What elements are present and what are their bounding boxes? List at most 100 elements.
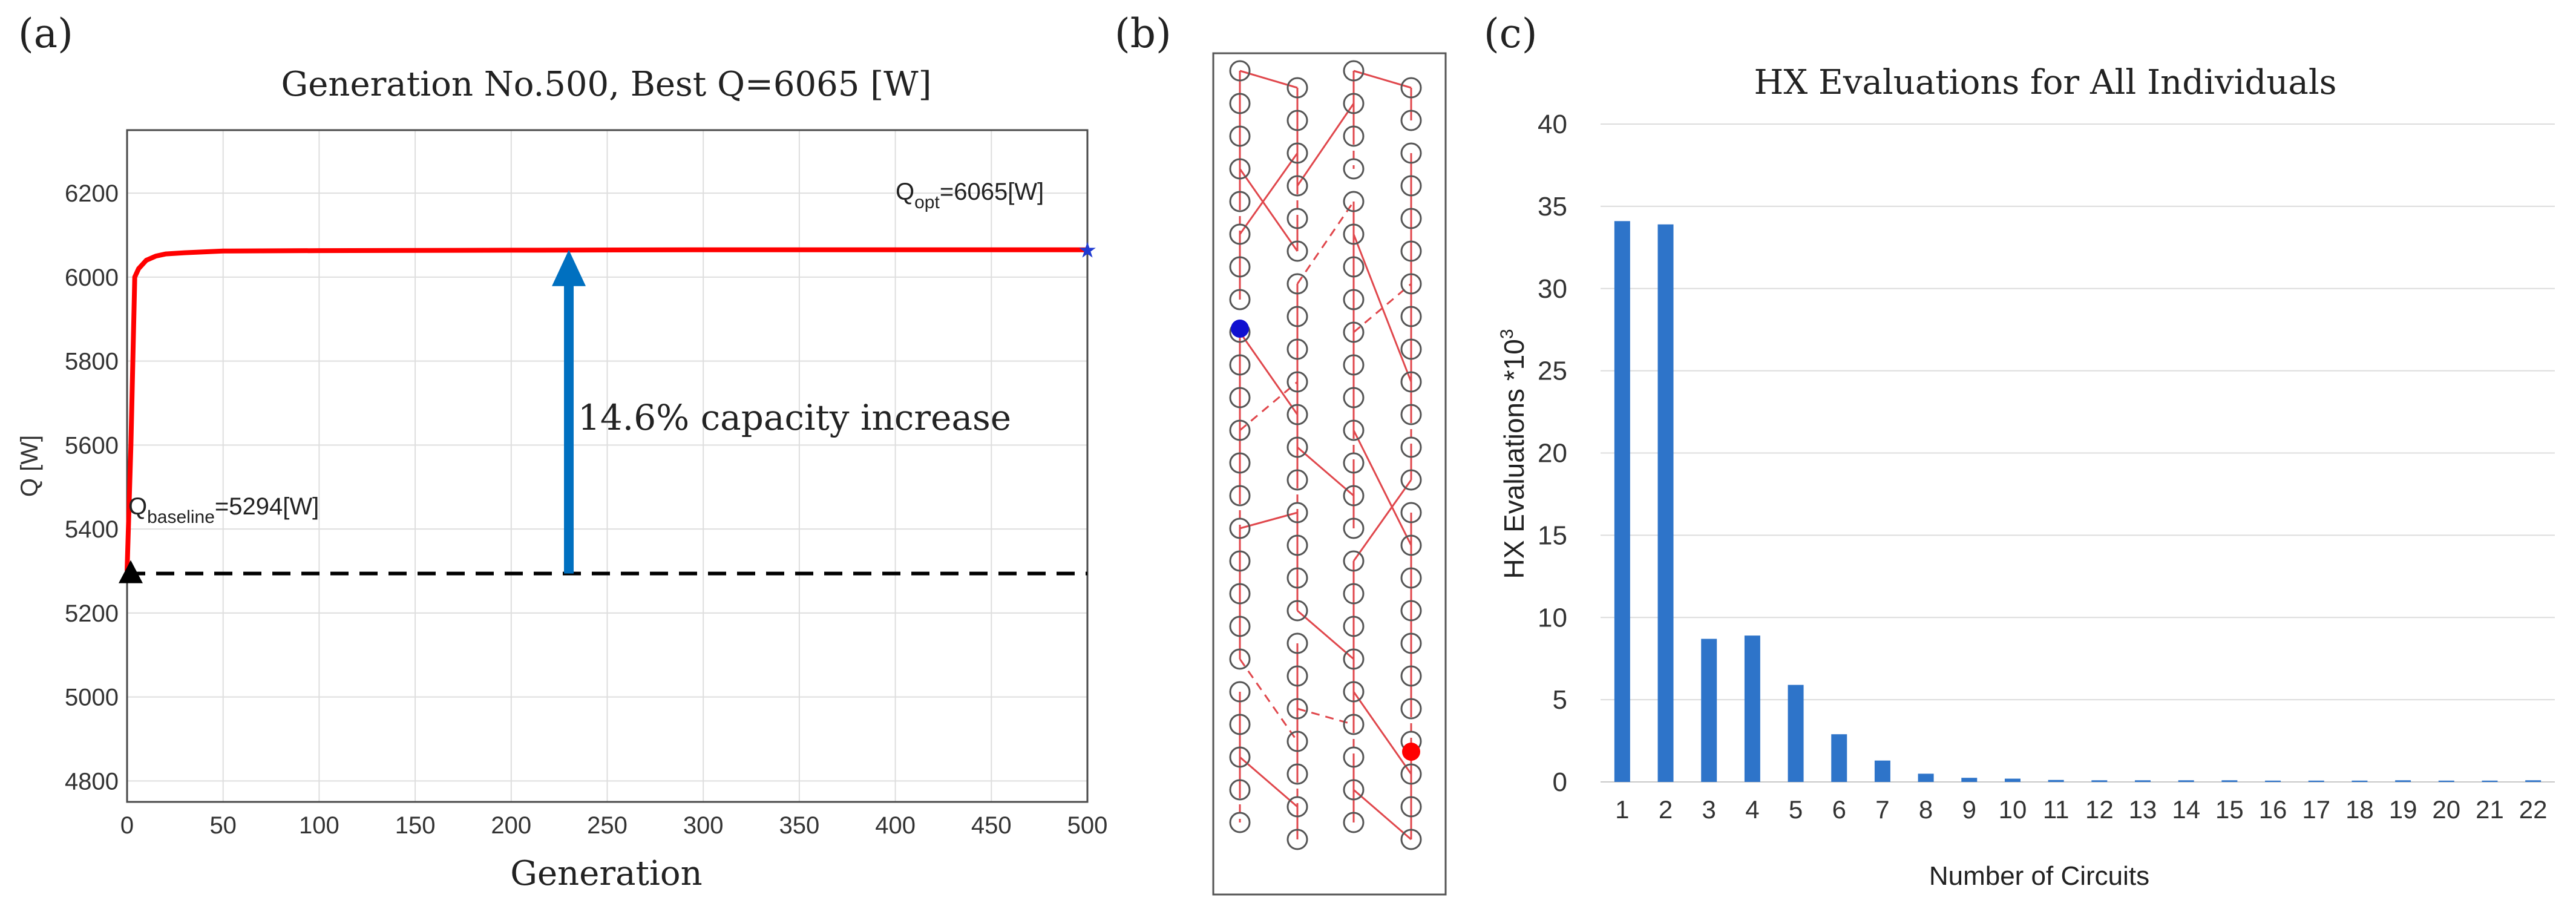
chart-c-bar xyxy=(2091,780,2108,782)
tube-circle xyxy=(1343,223,1365,245)
chart-a-xtick-label: 50 xyxy=(209,812,237,839)
circuit-connection xyxy=(1239,153,1299,235)
chart-a-increase-label: 14.6% capacity increase xyxy=(578,397,1011,438)
circuit-diagram-frame xyxy=(1212,52,1447,896)
tube-circle xyxy=(1229,746,1251,768)
circuit-connection xyxy=(1239,381,1298,432)
chart-a-xtick-label: 500 xyxy=(1067,812,1108,839)
tube-circle xyxy=(1286,730,1308,752)
chart-a-qopt-label: Qopt=6065[W] xyxy=(896,179,1044,212)
chart-a-ylabel: Q [W] xyxy=(16,435,43,497)
circuit-diagram-connections xyxy=(1239,70,1412,841)
tube-circle xyxy=(1343,289,1365,310)
chart-c-bar xyxy=(2352,780,2368,782)
tube-circle xyxy=(1286,110,1308,131)
chart-c-xtick-label: 3 xyxy=(1702,795,1716,824)
chart-c-ytick-label: 40 xyxy=(1538,110,1567,139)
tube-circle xyxy=(1400,208,1422,229)
tube-circle xyxy=(1400,829,1422,850)
tube-circle xyxy=(1286,796,1308,818)
tube-circle xyxy=(1343,812,1365,833)
chart-a-ytick-label: 5200 xyxy=(65,600,119,627)
tube-circle xyxy=(1400,306,1422,327)
chart-c-ytick-label: 20 xyxy=(1538,439,1567,468)
tube-circle xyxy=(1400,534,1422,556)
chart-c-bar xyxy=(2525,780,2542,782)
chart-c-bar xyxy=(2135,780,2151,782)
tube-circle xyxy=(1286,208,1308,229)
chart-c-xtick-label: 13 xyxy=(2129,795,2157,824)
chart-c-ytick-label: 25 xyxy=(1538,356,1567,386)
chart-c-bar xyxy=(1874,760,1890,782)
tube-circle xyxy=(1343,321,1365,343)
tube-circle xyxy=(1400,469,1422,491)
chart-c-bars xyxy=(1614,221,2542,783)
tube-circle xyxy=(1229,256,1251,278)
tube-circle xyxy=(1343,256,1365,278)
chart-c-xtick-label: 17 xyxy=(2302,795,2330,824)
chart-a-ytick-label: 4800 xyxy=(65,768,119,795)
tube-circle xyxy=(1343,714,1365,735)
tube-circle xyxy=(1400,436,1422,458)
tube-circle xyxy=(1229,812,1251,833)
tube-circle xyxy=(1286,273,1308,295)
tube-circle xyxy=(1229,419,1251,441)
circuit-inlet-dot xyxy=(1231,320,1249,338)
circuit-outlet-dot xyxy=(1402,743,1420,761)
circuit-connection xyxy=(1239,168,1299,252)
chart-c-ylabel: HX Evaluations *103 xyxy=(1497,329,1530,579)
tube-circle xyxy=(1400,175,1422,197)
chart-c-bar xyxy=(2004,778,2020,782)
tube-circle xyxy=(1229,485,1251,507)
chart-a-increase-arrow-head xyxy=(552,249,586,286)
tube-circle xyxy=(1229,223,1251,245)
chart-c-bar xyxy=(1657,224,1674,783)
chart-a-ytick-label: 5400 xyxy=(65,516,119,543)
chart-a-baseline-marker xyxy=(119,560,143,583)
tube-circle xyxy=(1343,550,1365,572)
tube-circle xyxy=(1229,354,1251,376)
chart-c-xtick-label: 19 xyxy=(2389,795,2417,824)
circuit-connection xyxy=(1353,283,1412,333)
tube-circle xyxy=(1229,648,1251,670)
chart-c-xtick-label: 10 xyxy=(1999,795,2027,824)
tube-circle xyxy=(1400,567,1422,589)
tube-circle xyxy=(1343,648,1365,670)
tube-circle xyxy=(1229,615,1251,637)
tube-circle xyxy=(1286,665,1308,687)
chart-c-bar xyxy=(2048,780,2064,782)
chart-c-bar xyxy=(1788,684,1804,782)
chart-a-ytick-label: 5600 xyxy=(65,432,119,459)
chart-c-xtick-label: 7 xyxy=(1875,795,1889,824)
tube-circle xyxy=(1400,404,1422,425)
chart-c-ytick-label: 0 xyxy=(1553,767,1567,797)
tube-circle xyxy=(1400,240,1422,262)
chart-c-xtick-label: 12 xyxy=(2085,795,2114,824)
tube-circle xyxy=(1400,698,1422,720)
tube-circle xyxy=(1343,60,1365,82)
tube-circle xyxy=(1343,93,1365,114)
tube-circle xyxy=(1229,125,1251,147)
tube-circle xyxy=(1229,452,1251,474)
chart-c-xtick-label: 16 xyxy=(2259,795,2287,824)
chart-c-bar xyxy=(2265,780,2281,782)
chart-a-q-vs-generation: Generation No.500, Best Q=6065 [W] 0 50 10… xyxy=(16,65,1107,893)
chart-c-bar xyxy=(1961,778,1978,782)
tube-circle xyxy=(1343,779,1365,801)
chart-c-xtick-label: 8 xyxy=(1919,795,1933,824)
chart-a-xtick-label: 400 xyxy=(875,812,916,839)
circuit-connection xyxy=(1352,234,1412,382)
tube-circle xyxy=(1229,191,1251,212)
chart-c-bar xyxy=(2482,780,2498,782)
tube-circle xyxy=(1229,714,1251,735)
tube-circle xyxy=(1400,142,1422,164)
tube-circle xyxy=(1229,60,1251,82)
circuit-connection xyxy=(1297,446,1354,497)
circuit-connection xyxy=(1352,479,1412,562)
tube-circle xyxy=(1343,191,1365,212)
chart-c-xtick-label: 20 xyxy=(2432,795,2460,824)
tube-circle xyxy=(1343,485,1365,507)
chart-c-bar xyxy=(2438,780,2454,782)
tube-circle xyxy=(1286,763,1308,785)
tube-circle xyxy=(1286,175,1308,197)
